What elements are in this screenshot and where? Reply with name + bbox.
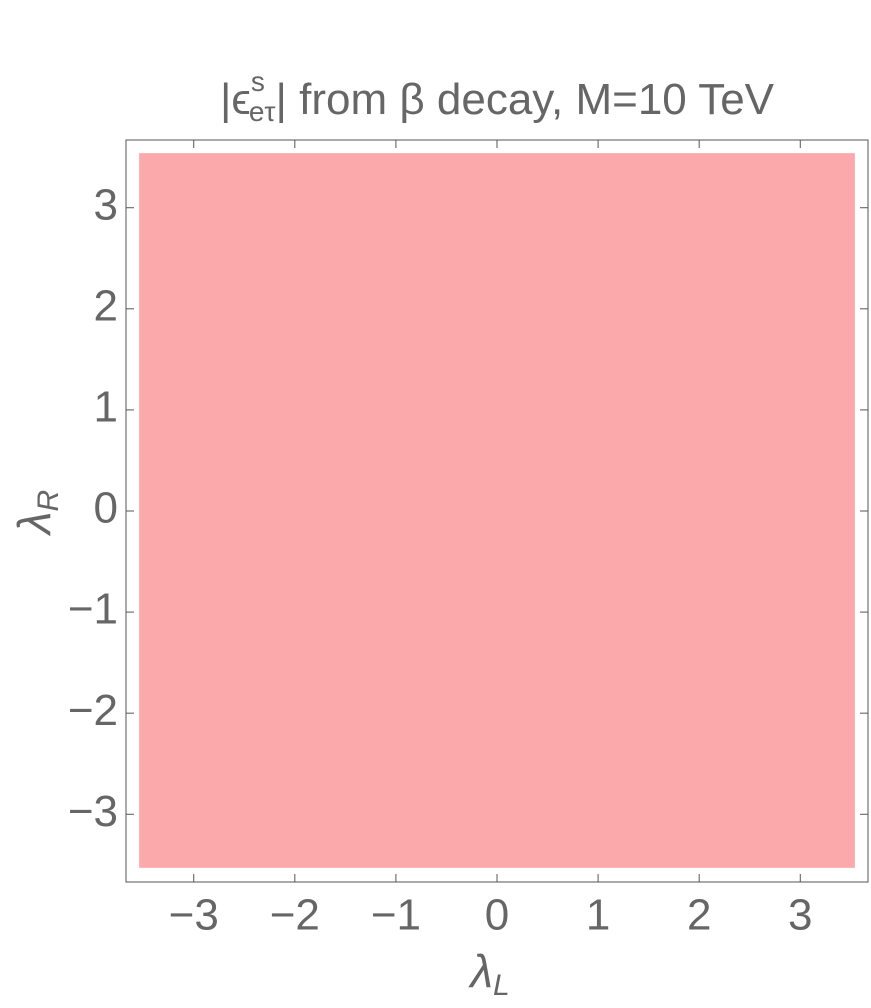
y-tick-label: 0 [94, 484, 118, 533]
title-sub: eτ [249, 96, 276, 127]
y-axis-label: λR [8, 490, 65, 537]
x-tick-label: 0 [485, 891, 509, 940]
x-label-symbol: λ [467, 945, 493, 997]
y-tick-label: −3 [68, 787, 118, 836]
x-tick-label: 3 [788, 891, 812, 940]
x-tick-label: 2 [687, 891, 711, 940]
y-tick-label: 1 [94, 383, 118, 432]
y-label-symbol: λ [8, 512, 60, 538]
x-tick-label: −3 [169, 891, 219, 940]
y-tick-label: −1 [68, 585, 118, 634]
y-tick-label: 3 [94, 180, 118, 229]
title-part: | from β decay, M=10 TeV [275, 75, 774, 124]
y-tick-label: 2 [94, 281, 118, 330]
y-label-sub: R [32, 490, 65, 512]
region [139, 153, 855, 868]
x-tick-label: −1 [371, 891, 421, 940]
x-tick-label: 1 [586, 891, 610, 940]
x-tick-label: −2 [270, 891, 320, 940]
y-tick-label: −2 [68, 686, 118, 735]
title-part: |ϵ [220, 75, 251, 124]
x-label-sub: L [493, 969, 510, 1002]
x-axis-label: λL [467, 945, 509, 1002]
title-sup: s [251, 66, 265, 97]
chart-title: |ϵs eτ| from β decay, M=10 TeV [220, 66, 775, 127]
